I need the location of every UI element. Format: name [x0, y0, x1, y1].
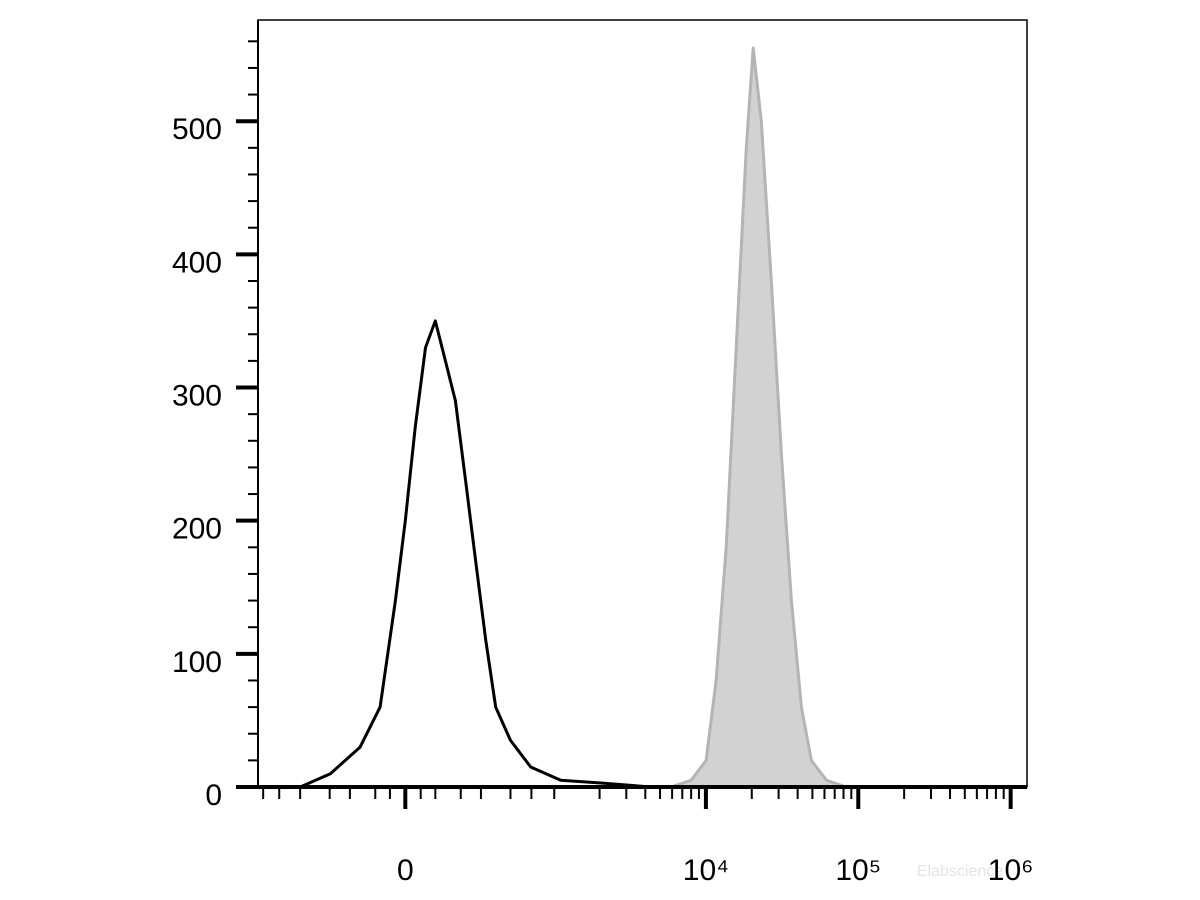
y-tick-label: 300: [172, 379, 222, 412]
y-tick-label: 0: [205, 779, 222, 812]
histogram-line: [299, 319, 652, 789]
watermark: Elabscience: [917, 863, 1003, 880]
y-tick-label: 400: [172, 246, 222, 279]
histogram-area: [669, 46, 848, 789]
x-tick-label: 10⁵: [835, 854, 881, 887]
y-tick-label: 500: [172, 113, 222, 146]
x-tick-label: 10⁴: [683, 854, 729, 887]
y-tick-label: 100: [172, 646, 222, 679]
x-tick-label: 0: [397, 854, 414, 887]
plot-frame: [257, 19, 1028, 788]
y-tick-label: 200: [172, 513, 222, 546]
x-tick-label: 10⁶: [988, 854, 1034, 887]
